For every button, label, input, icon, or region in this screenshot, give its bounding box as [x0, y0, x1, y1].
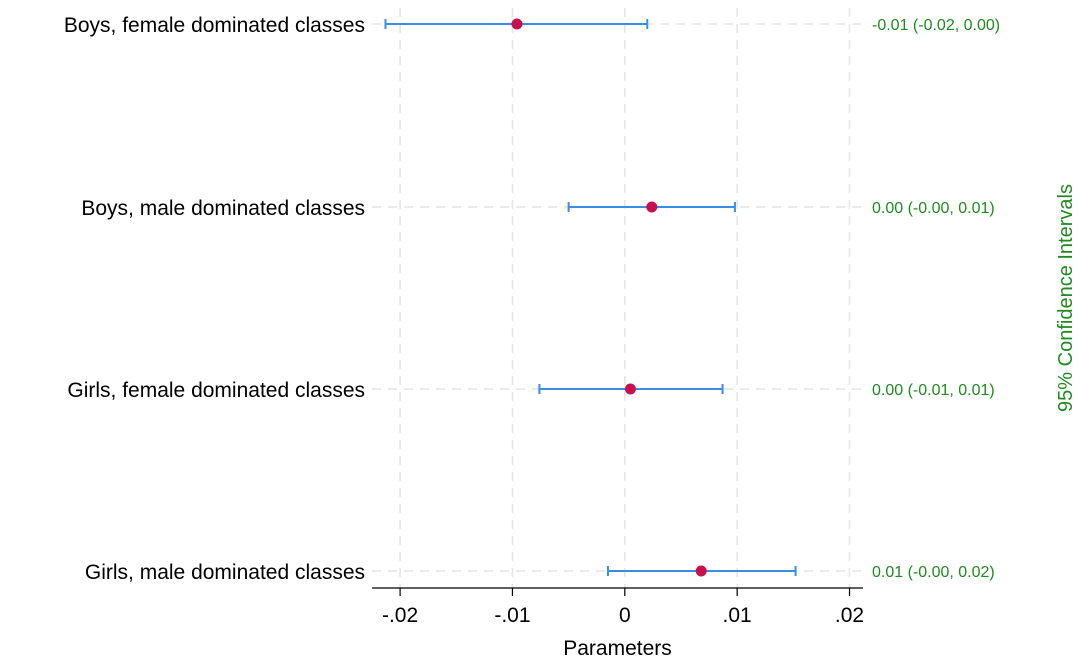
- estimate-point-3: [695, 565, 707, 577]
- grid-layer: [372, 8, 863, 588]
- x-tick-label-1: -.01: [494, 604, 530, 627]
- estimate-point-0: [511, 18, 523, 30]
- ci-text-3: 0.01 (-0.00, 0.02): [872, 564, 995, 581]
- label-layer: Boys, female dominated classes -0.01 (-0.…: [64, 14, 1000, 584]
- x-tick-label-3: .01: [723, 604, 752, 627]
- ci-text-2: 0.00 (-0.01, 0.01): [872, 382, 995, 399]
- x-axis: -.02 -.01 0 .01 .02: [372, 587, 864, 627]
- x-tick-label-2: 0: [619, 604, 631, 627]
- right-axis-title: 95% Confidence Intervals: [1055, 184, 1077, 412]
- x-axis-title: Parameters: [563, 637, 672, 659]
- estimate-point-2: [624, 383, 636, 395]
- row-label-2: Girls, female dominated classes: [67, 379, 365, 402]
- row-label-1: Boys, male dominated classes: [81, 197, 365, 220]
- ci-text-0: -0.01 (-0.02, 0.00): [872, 17, 1000, 34]
- ci-layer: [384, 18, 797, 577]
- row-label-3: Girls, male dominated classes: [85, 561, 365, 584]
- x-tick-label-0: -.02: [382, 604, 418, 627]
- ci-text-1: 0.00 (-0.00, 0.01): [872, 200, 995, 217]
- x-tick-label-4: .02: [835, 604, 864, 627]
- estimate-point-1: [646, 201, 658, 213]
- row-label-0: Boys, female dominated classes: [64, 14, 365, 37]
